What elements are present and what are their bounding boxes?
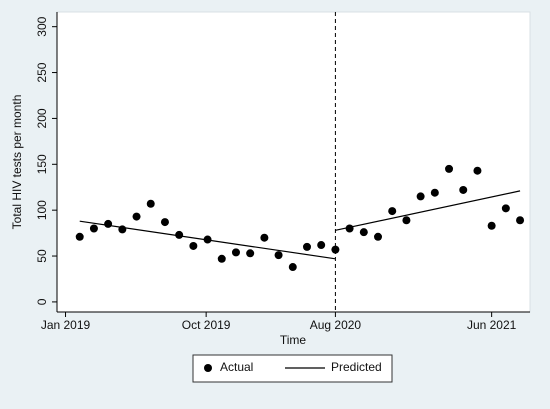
data-point	[331, 245, 340, 254]
data-point	[317, 241, 326, 250]
x-tick-label: Jan 2019	[41, 318, 91, 332]
data-point	[231, 248, 240, 257]
data-point	[132, 212, 141, 221]
data-point	[288, 263, 297, 272]
data-point	[274, 251, 283, 260]
data-point	[189, 241, 198, 250]
x-axis-title: Time	[280, 333, 307, 347]
data-point	[487, 221, 496, 230]
y-tick-label: 250	[35, 62, 49, 82]
data-point	[430, 188, 439, 197]
data-point	[217, 254, 226, 263]
trend-line	[79, 220, 336, 260]
y-axis-title: Total HIV tests per month	[10, 95, 24, 230]
data-point	[359, 228, 368, 237]
data-point	[374, 232, 383, 241]
data-point	[302, 242, 311, 251]
legend-label: Predicted	[331, 360, 382, 374]
y-tick-label: 50	[35, 249, 49, 263]
data-point	[146, 199, 155, 208]
data-point	[516, 216, 525, 225]
data-point	[473, 166, 482, 175]
data-point	[402, 216, 411, 225]
legend-label: Actual	[220, 360, 253, 374]
trend-line	[335, 190, 521, 231]
y-tick-label: 100	[35, 200, 49, 220]
data-point	[388, 207, 397, 216]
plot-area	[56, 11, 531, 313]
x-tick-label: Aug 2020	[310, 318, 362, 332]
data-point	[89, 224, 98, 233]
legend-symbol	[204, 364, 212, 372]
data-point	[175, 230, 184, 239]
y-tick-label: 150	[35, 154, 49, 174]
data-point	[501, 204, 510, 213]
data-point	[416, 192, 425, 201]
data-point	[445, 164, 454, 173]
y-tick-label: 200	[35, 108, 49, 128]
data-point	[246, 249, 255, 258]
data-point	[160, 218, 169, 227]
data-point	[104, 219, 113, 228]
x-tick-label: Jun 2021	[467, 318, 517, 332]
y-tick-label: 0	[35, 298, 49, 305]
y-tick-label: 300	[35, 16, 49, 36]
data-point	[260, 233, 269, 242]
data-point	[459, 185, 468, 194]
x-tick-label: Oct 2019	[182, 318, 231, 332]
data-point	[75, 232, 84, 241]
